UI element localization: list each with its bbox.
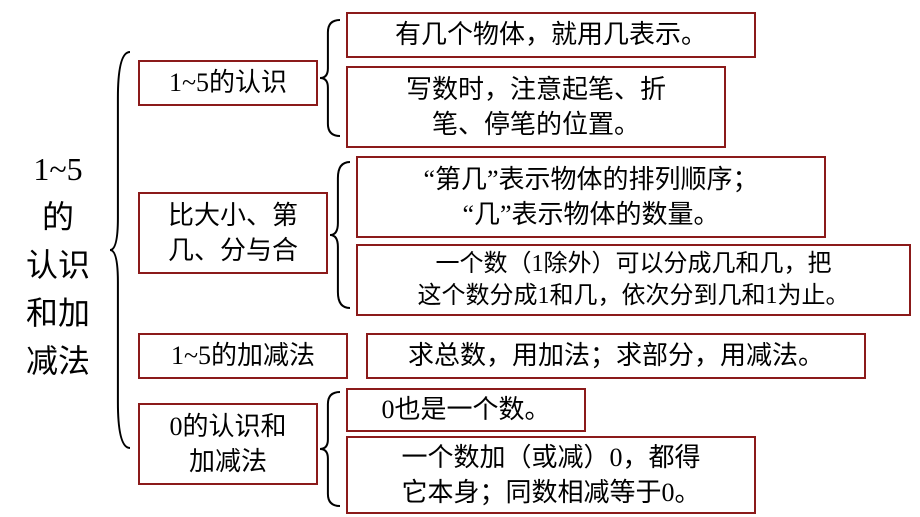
branch-1-leaf-0: “第几”表示物体的排列顺序；“几”表示物体的数量。: [356, 156, 826, 238]
branch-0-leaf-0: 有几个物体，就用几表示。: [346, 12, 756, 58]
branch-3-brace: [318, 390, 340, 508]
root-node: 1~5的认识和加减法: [8, 155, 108, 375]
branch-0-leaf-1: 写数时，注意起笔、折笔、停笔的位置。: [346, 66, 726, 148]
branch-2-label: 1~5的加减法: [138, 333, 348, 379]
branch-3-label-text: 0的认识和加减法: [169, 409, 286, 479]
branch-0-label: 1~5的认识: [138, 60, 318, 106]
branch-0-leaf-0-text: 有几个物体，就用几表示。: [395, 17, 707, 52]
branch-1-label: 比大小、第几、分与合: [138, 192, 328, 274]
branch-1-leaf-1-text: 一个数（1除外）可以分成几和几，把这个数分成1和几，依次分到几和1为止。: [418, 248, 850, 313]
branch-0-label-text: 1~5的认识: [169, 65, 287, 100]
branch-2-label-text: 1~5的加减法: [171, 338, 315, 373]
branch-2-leaf-0: 求总数，用加法；求部分，用减法。: [366, 333, 866, 379]
root-text: 1~5的认识和加减法: [18, 145, 98, 385]
branch-1-label-text: 比大小、第几、分与合: [168, 198, 298, 268]
branch-3-label: 0的认识和加减法: [138, 403, 318, 485]
branch-0-brace: [318, 18, 340, 138]
branch-3-leaf-0: 0也是一个数。: [346, 388, 586, 432]
root-brace: [108, 50, 130, 450]
branch-3-leaf-1-text: 一个数加（或减）0，都得它本身；同数相减等于0。: [401, 440, 700, 510]
branch-1-brace: [328, 160, 350, 310]
branch-3-leaf-1: 一个数加（或减）0，都得它本身；同数相减等于0。: [346, 436, 756, 514]
branch-1-leaf-0-text: “第几”表示物体的排列顺序；“几”表示物体的数量。: [423, 162, 758, 232]
branch-1-leaf-1: 一个数（1除外）可以分成几和几，把这个数分成1和几，依次分到几和1为止。: [356, 244, 911, 316]
branch-3-leaf-0-text: 0也是一个数。: [381, 392, 550, 427]
branch-2-leaf-0-text: 求总数，用加法；求部分，用减法。: [408, 338, 824, 373]
branch-0-leaf-1-text: 写数时，注意起笔、折笔、停笔的位置。: [406, 72, 666, 142]
